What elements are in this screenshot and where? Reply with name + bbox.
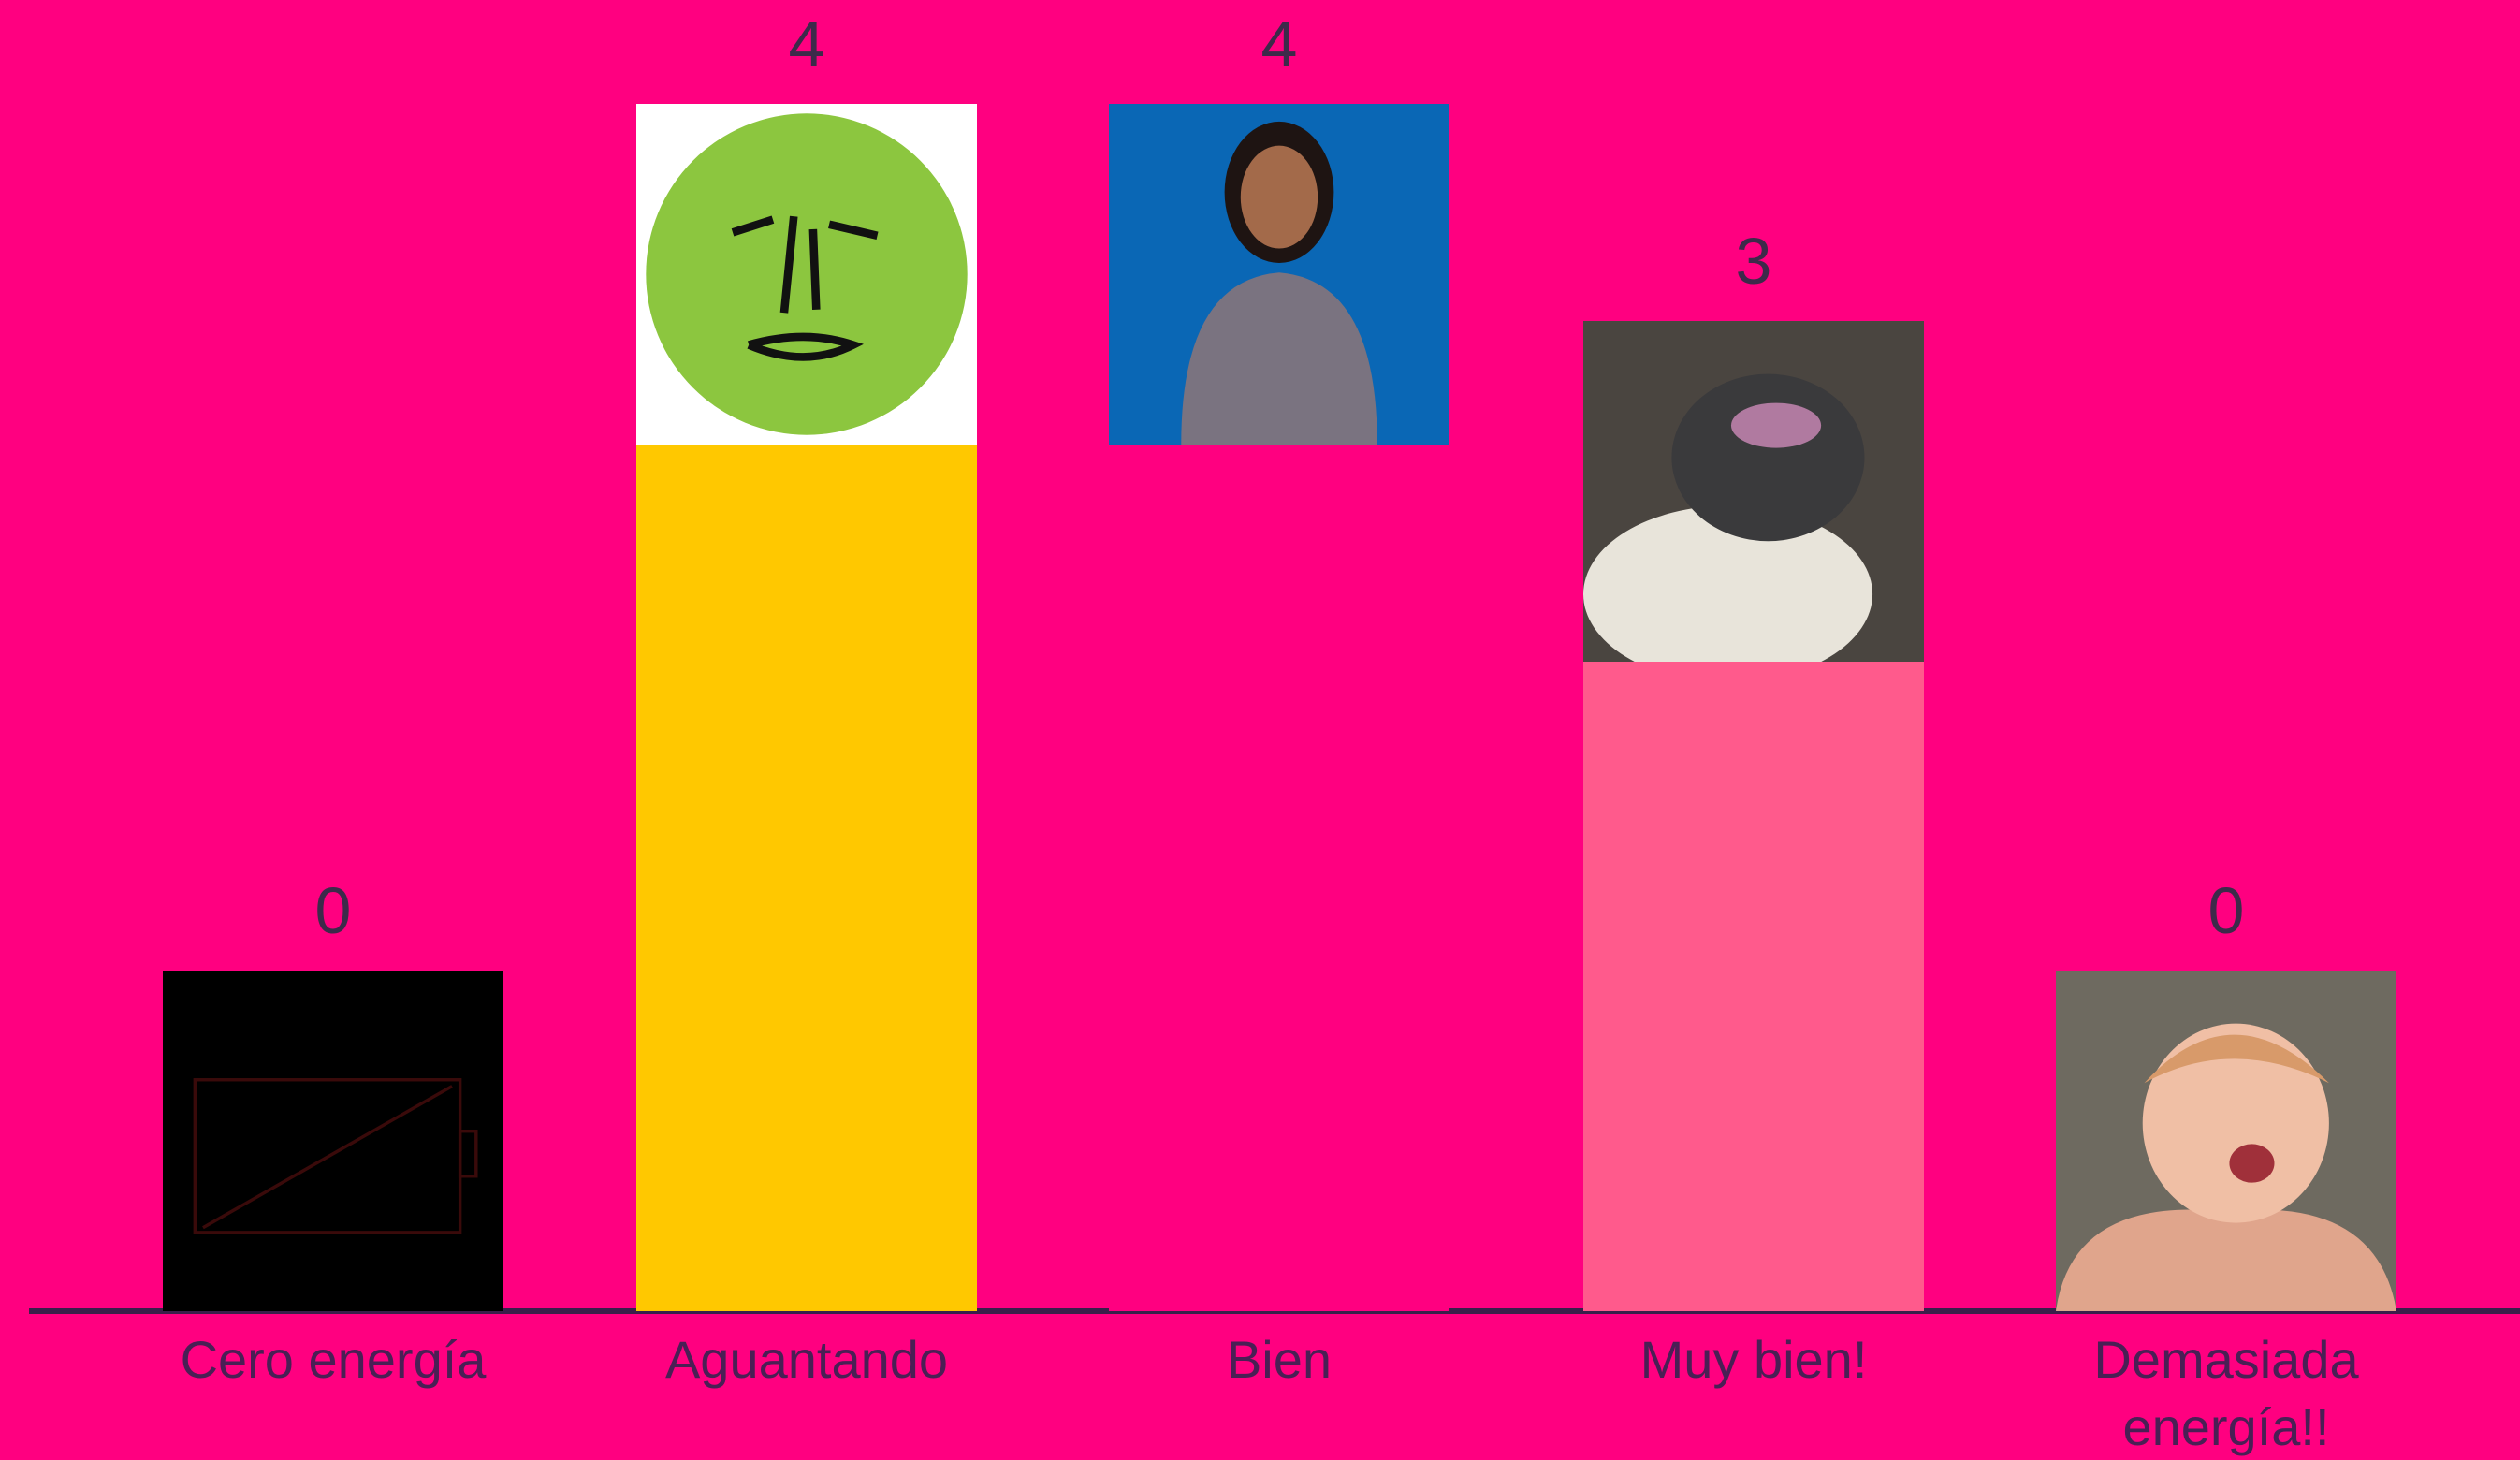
eyes <box>1730 402 1822 448</box>
face-lines <box>731 215 879 361</box>
x-tick-label: Aguantando <box>664 1330 949 1389</box>
bar-image <box>636 104 977 445</box>
bar <box>1109 445 1449 1311</box>
woman-image <box>1109 104 1449 445</box>
battery-tip <box>458 1129 478 1178</box>
baseline <box>29 1308 2520 1314</box>
x-tick-label: Bien <box>1226 1330 1333 1389</box>
battery-image <box>163 971 503 1311</box>
moon-face-image <box>636 104 977 445</box>
hair <box>2144 1034 2329 1084</box>
value-label: 3 <box>1735 224 1772 298</box>
moon <box>646 113 968 435</box>
bar-image <box>1583 320 1924 662</box>
bar-image <box>163 971 503 1311</box>
head <box>2142 1023 2329 1223</box>
wool <box>1583 504 1873 662</box>
x-tick-label: Cero energía <box>180 1330 487 1389</box>
bar-image <box>2056 971 2396 1311</box>
value-label: 4 <box>1260 7 1298 80</box>
value-label: 0 <box>314 874 352 947</box>
mouth <box>2229 1144 2275 1183</box>
body <box>2056 1209 2396 1311</box>
value-label: 4 <box>788 7 825 80</box>
x-tick-label: Muy bien! <box>1639 1330 1868 1389</box>
sheep-image <box>1583 320 1924 662</box>
x-tick-label: Demasiada energía!! <box>2093 1330 2359 1456</box>
body <box>1181 272 1377 445</box>
image-bg <box>163 971 503 1311</box>
value-label: 0 <box>2207 874 2245 947</box>
bar <box>636 445 977 1311</box>
bar-image <box>1109 104 1449 445</box>
head <box>1240 145 1318 249</box>
bar <box>1583 661 1924 1311</box>
head <box>1671 373 1865 541</box>
baby-image <box>2056 971 2396 1311</box>
battery-slash <box>202 1085 453 1230</box>
